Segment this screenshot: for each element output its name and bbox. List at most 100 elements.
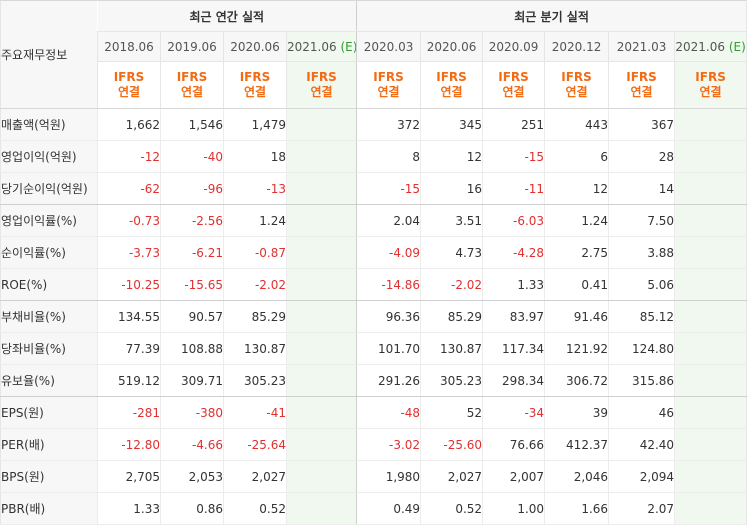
estimate-value-cell (285, 428, 357, 461)
value-cell: -96 (160, 172, 224, 205)
value-cell: -3.02 (356, 428, 421, 461)
estimate-value-cell (285, 492, 357, 525)
value-cell: 0.41 (544, 268, 609, 301)
value-cell: 39 (544, 396, 609, 429)
value-cell: 2.04 (356, 204, 421, 237)
table-row: 영업이익률(%) -0.73 -2.56 1.24 2.04 3.51 -6.03 1.24 7… (0, 204, 748, 237)
value-cell: 2,094 (608, 460, 675, 493)
value-cell: 305.23 (420, 364, 483, 397)
value-cell: 117.34 (482, 332, 545, 365)
value-cell: 1.33 (482, 268, 545, 301)
period-label: 2020.12 (551, 39, 602, 54)
accounting-basis-cell: IFRS 연결 (160, 61, 224, 109)
value-cell: 1,546 (160, 108, 224, 141)
value-cell: 2,027 (223, 460, 287, 493)
period-header-2020-06: 2020.06 (223, 31, 287, 62)
value-cell: 90.57 (160, 300, 224, 333)
value-cell: 1,479 (223, 108, 287, 141)
consolidation-type: 연결 (502, 85, 525, 99)
financial-rows: 매출액(억원) 1,662 1,546 1,479 372 345 251 443 367 영업이… (0, 108, 748, 525)
value-cell: 1.33 (97, 492, 161, 525)
period-label: 2020.03 (363, 39, 414, 54)
consolidation-type: 연결 (180, 85, 204, 99)
value-cell: 305.23 (223, 364, 287, 397)
value-cell: -3.73 (97, 236, 161, 269)
value-cell: 0.86 (160, 492, 224, 525)
consolidation-type: 연결 (630, 85, 653, 99)
accounting-standard: IFRS (176, 70, 208, 84)
value-cell: 306.72 (544, 364, 609, 397)
value-cell: -2.02 (223, 268, 287, 301)
value-cell: 12 (420, 140, 483, 173)
value-cell: 91.46 (544, 300, 609, 333)
value-cell: 4.73 (420, 236, 483, 269)
value-cell: 3.88 (608, 236, 675, 269)
row-label: 당기순이익(억원) (0, 172, 98, 205)
value-cell: -13 (223, 172, 287, 205)
value-cell: -48 (356, 396, 421, 429)
estimate-value-cell (674, 300, 748, 333)
estimate-value-cell (674, 396, 748, 429)
estimate-value-cell (285, 204, 357, 237)
accounting-standard: IFRS (239, 70, 271, 84)
value-cell: 130.87 (420, 332, 483, 365)
value-cell: 83.97 (482, 300, 545, 333)
accounting-basis-cell: IFRS 연결 (482, 61, 545, 109)
accounting-basis-cell: IFRS 연결 (420, 61, 483, 109)
value-cell: 28 (608, 140, 675, 173)
value-cell: 46 (608, 396, 675, 429)
value-cell: 1.24 (223, 204, 287, 237)
period-header-2020-09: 2020.09 (482, 31, 545, 62)
accounting-standard: IFRS (373, 70, 404, 84)
consolidation-type: 연결 (377, 85, 400, 99)
estimate-mark: (E) (725, 39, 746, 54)
value-cell: 16 (420, 172, 483, 205)
accounting-standard: IFRS (306, 70, 337, 84)
value-cell: 0.49 (356, 492, 421, 525)
estimate-value-cell (285, 396, 357, 429)
estimate-value-cell (674, 460, 748, 493)
table-row: 순이익률(%) -3.73 -6.21 -0.87 -4.09 4.73 -4.28 2.75… (0, 236, 748, 269)
value-cell: -40 (160, 140, 224, 173)
value-cell: -10.25 (97, 268, 161, 301)
row-title-header: 주요재무정보 (0, 0, 98, 109)
value-cell: 372 (356, 108, 421, 141)
period-label: 2018.06 (104, 39, 154, 54)
table-row: PER(배) -12.80 -4.66 -25.64 -3.02 -25.60 76.66 4… (0, 428, 748, 461)
value-cell: 7.50 (608, 204, 675, 237)
value-cell: -25.60 (420, 428, 483, 461)
consolidation-type: 연결 (243, 85, 267, 99)
value-cell: -6.03 (482, 204, 545, 237)
value-cell: 108.88 (160, 332, 224, 365)
estimate-value-cell (285, 108, 357, 141)
row-label: 영업이익(억원) (0, 140, 98, 173)
value-cell: 412.37 (544, 428, 609, 461)
table-row: 당좌비율(%) 77.39 108.88 130.87 101.70 130.87 117.… (0, 332, 748, 365)
estimate-value-cell (674, 204, 748, 237)
accounting-basis-cell: IFRS 연결 (356, 61, 421, 109)
value-cell: -4.28 (482, 236, 545, 269)
accounting-basis-cell: IFRS 연결 (223, 61, 287, 109)
accounting-basis-cell: IFRS 연결 (97, 61, 161, 109)
value-cell: -6.21 (160, 236, 224, 269)
table-row: BPS(원) 2,705 2,053 2,027 1,980 2,027 2,007 2,04… (0, 460, 748, 493)
estimate-value-cell (285, 268, 357, 301)
row-label: 당좌비율(%) (0, 332, 98, 365)
value-cell: -14.86 (356, 268, 421, 301)
value-cell: 2.07 (608, 492, 675, 525)
estimate-value-cell (674, 140, 748, 173)
accounting-standard: IFRS (498, 70, 529, 84)
estimate-value-cell (674, 428, 748, 461)
period-header-2021-03: 2021.03 (608, 31, 675, 62)
value-cell: -25.64 (223, 428, 287, 461)
estimate-value-cell (674, 492, 748, 525)
value-cell: 124.80 (608, 332, 675, 365)
value-cell: -11 (482, 172, 545, 205)
value-cell: 8 (356, 140, 421, 173)
estimate-value-cell (285, 300, 357, 333)
period-label: 2020.06 (426, 39, 477, 54)
value-cell: 18 (223, 140, 287, 173)
value-cell: 315.86 (608, 364, 675, 397)
table-row: 영업이익(억원) -12 -40 18 8 12 -15 6 28 (0, 140, 748, 173)
